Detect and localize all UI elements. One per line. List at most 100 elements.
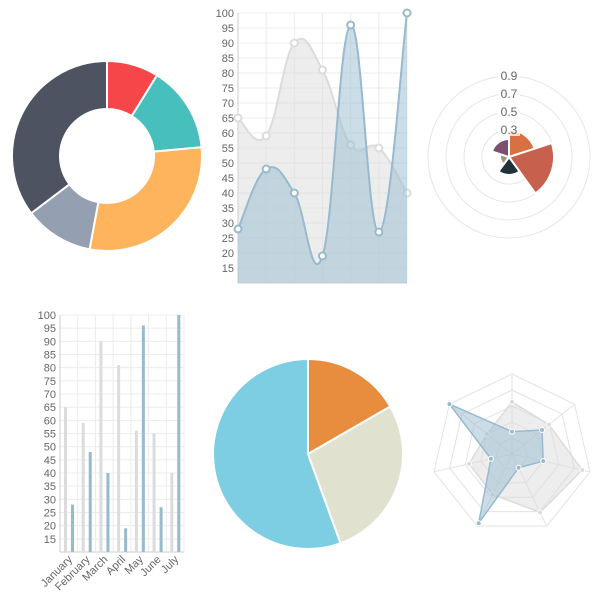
y-tick-label: 40 <box>222 188 234 200</box>
bar <box>88 451 92 552</box>
y-tick-label: 25 <box>44 508 56 520</box>
y-tick-label: 80 <box>222 68 234 80</box>
y-tick-label: 50 <box>222 158 234 170</box>
data-point <box>537 509 544 516</box>
y-tick-label: 65 <box>222 113 234 125</box>
series-line <box>237 12 408 266</box>
y-tick-label: 95 <box>222 23 234 35</box>
y-tick-label: 35 <box>222 203 234 215</box>
bar <box>134 430 138 552</box>
y-tick-label: 95 <box>44 323 56 335</box>
data-point <box>233 224 243 234</box>
data-point <box>545 421 552 428</box>
y-tick-label: 15 <box>222 263 234 275</box>
tick-backdrop <box>498 122 520 136</box>
pie-chart <box>212 357 404 550</box>
y-tick-label: 55 <box>222 143 234 155</box>
y-tick-label: 45 <box>44 455 56 467</box>
data-point <box>540 458 547 465</box>
bar <box>106 473 110 552</box>
tick-backdrop <box>498 104 520 118</box>
pie-slice <box>307 357 392 456</box>
data-point <box>487 455 494 462</box>
bar <box>124 528 128 552</box>
y-tick-label: 50 <box>44 442 56 454</box>
bar <box>64 407 67 552</box>
y-tick-label: 100 <box>38 310 56 322</box>
polar-segment <box>507 141 555 195</box>
bar <box>152 433 156 552</box>
bar-chart: 1520253035404550556065707580859095100Jan… <box>38 310 185 593</box>
data-point <box>509 428 515 435</box>
bar <box>99 341 103 552</box>
bar <box>81 422 85 552</box>
y-tick-label: 85 <box>44 350 56 362</box>
y-tick-label: 30 <box>44 494 56 506</box>
polar-area-chart: 0.3 0.5 0.7 0.9 <box>427 68 591 239</box>
r-tick-label: 0.7 <box>501 87 518 101</box>
radar-chart <box>433 373 591 527</box>
doughnut-chart <box>11 59 203 252</box>
y-tick-label: 70 <box>44 389 56 401</box>
data-point <box>346 20 356 30</box>
y-tick-label: 90 <box>44 336 56 348</box>
data-point <box>539 427 546 434</box>
y-tick-label: 40 <box>44 468 56 480</box>
data-point <box>446 401 453 408</box>
radar-grid-ring <box>449 389 575 513</box>
y-tick-label: 65 <box>44 402 56 414</box>
x-tick-label: July <box>159 553 182 576</box>
y-tick-label: 60 <box>44 415 56 427</box>
bar <box>170 473 174 552</box>
y-tick-label: 55 <box>44 429 56 441</box>
radar-series-area <box>447 402 544 524</box>
r-tick-label: 0.5 <box>501 105 518 119</box>
data-point <box>318 251 327 261</box>
y-tick-label: 75 <box>222 83 234 95</box>
data-point <box>261 164 271 174</box>
data-point <box>318 65 327 75</box>
bar <box>71 504 74 552</box>
line-area-chart: 15 20 25 30 35 40 45 50 55 60 65 70 75 80 85 90 95 100 <box>216 8 412 284</box>
y-tick-label: 80 <box>44 363 56 375</box>
y-tick-label: 45 <box>222 173 234 185</box>
y-tick-label: 20 <box>222 248 234 260</box>
bar <box>117 365 121 552</box>
data-point <box>233 113 243 123</box>
r-tick-label: 0.3 <box>501 123 518 137</box>
y-tick-label: 25 <box>222 233 234 245</box>
bar <box>141 325 145 552</box>
y-tick-label: 20 <box>44 521 56 533</box>
data-point <box>579 467 586 474</box>
bar <box>159 507 163 552</box>
data-point <box>374 143 384 153</box>
pie-slice <box>212 357 342 550</box>
y-tick-label: 85 <box>222 53 234 65</box>
radar-grid-ring <box>433 373 591 527</box>
y-tick-label: 60 <box>222 128 234 140</box>
data-point <box>402 8 412 18</box>
r-tick-label: 0.9 <box>501 69 518 83</box>
data-point <box>475 520 482 527</box>
data-point <box>509 399 515 405</box>
bar <box>177 315 181 552</box>
tick-backdrop <box>498 86 520 100</box>
series-area <box>238 13 407 283</box>
y-tick-label: 30 <box>222 218 234 230</box>
data-point <box>515 464 522 471</box>
pie-slice <box>306 405 404 545</box>
doughnut-slice <box>11 59 108 215</box>
y-tick-label: 90 <box>222 38 234 50</box>
data-point <box>261 131 271 141</box>
y-tick-label: 35 <box>44 481 56 493</box>
y-tick-label: 100 <box>216 8 234 20</box>
y-tick-label: 70 <box>222 98 234 110</box>
y-tick-label: 15 <box>44 534 56 546</box>
data-point <box>466 460 473 467</box>
data-point <box>289 38 299 48</box>
polar-segment <box>490 137 510 159</box>
y-tick-label: 75 <box>44 376 56 388</box>
polar-segment <box>497 155 521 176</box>
data-point <box>374 227 384 237</box>
tick-backdrop <box>498 68 520 82</box>
